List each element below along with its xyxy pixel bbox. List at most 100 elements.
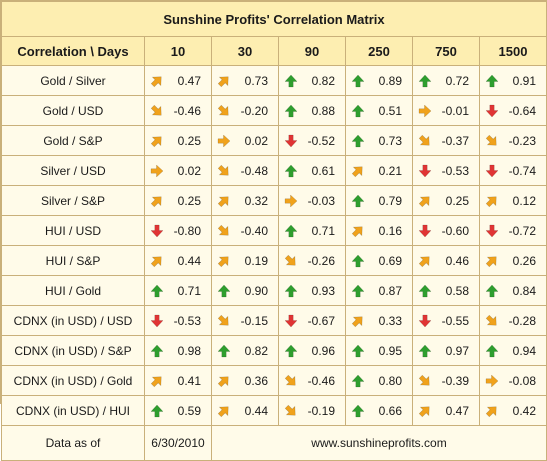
arrow-up-icon — [485, 284, 499, 297]
table-row: HUI / Gold 0.71 0.90 0.93 0.87 0.58 0.84 — [1, 275, 547, 306]
arrow-down-right-icon — [217, 104, 229, 116]
correlation-value: 0.25 — [177, 193, 201, 208]
arrow-up-icon — [351, 104, 365, 117]
arrow-up-icon — [418, 344, 432, 357]
correlation-value: 0.12 — [512, 193, 536, 208]
correlation-cell: 0.58 — [412, 275, 480, 306]
arrow-down-icon — [485, 104, 499, 117]
correlation-cell: -0.15 — [211, 305, 279, 336]
period-header-10: 10 — [144, 36, 212, 66]
correlation-value: 0.88 — [311, 103, 335, 118]
correlation-value: 0.84 — [512, 283, 536, 298]
correlation-cell: 0.21 — [345, 155, 413, 186]
correlation-cell: 0.66 — [345, 395, 413, 426]
arrow-up-right-icon — [217, 405, 229, 417]
correlation-value: -0.64 — [508, 103, 536, 118]
correlation-cell: 0.36 — [211, 365, 279, 396]
arrow-up-icon — [217, 344, 231, 357]
correlation-cell: 0.73 — [345, 125, 413, 156]
arrow-down-right-icon — [418, 134, 430, 146]
period-header-250: 250 — [345, 36, 413, 66]
correlation-cell: -0.26 — [278, 245, 346, 276]
correlation-value: 0.44 — [244, 403, 268, 418]
website-link[interactable]: www.sunshineprofits.com — [211, 425, 547, 461]
correlation-cell: -0.03 — [278, 185, 346, 216]
correlation-cell: 0.93 — [278, 275, 346, 306]
correlation-value: -0.15 — [240, 313, 268, 328]
correlation-value: 0.94 — [512, 343, 536, 358]
arrow-down-icon — [150, 224, 164, 237]
correlation-cell: 0.26 — [479, 245, 547, 276]
correlation-cell: -0.80 — [144, 215, 212, 246]
correlation-cell: -0.20 — [211, 95, 279, 126]
correlation-cell: -0.60 — [412, 215, 480, 246]
arrow-right-icon — [418, 103, 432, 118]
arrow-up-right-icon — [150, 375, 162, 387]
correlation-value: -0.08 — [508, 373, 536, 388]
table-row: Gold / USD -0.46 -0.20 0.88 0.51 -0.01 -0.64 — [1, 95, 547, 126]
arrow-up-right-icon — [150, 195, 162, 207]
correlation-cell: -0.23 — [479, 125, 547, 156]
arrow-up-icon — [150, 344, 164, 357]
correlation-cell: 0.89 — [345, 65, 413, 96]
correlation-cell: 0.02 — [144, 155, 212, 186]
row-label: Silver / USD — [1, 155, 145, 186]
row-label: CDNX (in USD) / S&P — [1, 335, 145, 366]
correlation-cell: 0.19 — [211, 245, 279, 276]
arrow-up-right-icon — [418, 195, 430, 207]
correlation-value: 0.58 — [445, 283, 469, 298]
correlation-cell: -0.53 — [412, 155, 480, 186]
correlation-cell: -0.53 — [144, 305, 212, 336]
arrow-down-icon — [418, 164, 432, 177]
arrow-up-icon — [351, 194, 365, 207]
correlation-value: 0.97 — [445, 343, 469, 358]
correlation-cell: 0.32 — [211, 185, 279, 216]
arrow-up-icon — [284, 74, 298, 87]
table-row: CDNX (in USD) / USD -0.53 -0.15 -0.67 0.33 -0… — [1, 305, 547, 336]
arrow-up-right-icon — [217, 75, 229, 87]
arrow-down-right-icon — [284, 404, 296, 416]
correlation-cell: -0.72 — [479, 215, 547, 246]
correlation-cell: 0.51 — [345, 95, 413, 126]
correlation-value: -0.46 — [307, 373, 335, 388]
correlation-value: -0.03 — [307, 193, 335, 208]
correlation-value: 0.25 — [445, 193, 469, 208]
table-row: HUI / S&P 0.44 0.19 -0.26 0.69 0.46 0.26 — [1, 245, 547, 276]
correlation-cell: 0.44 — [211, 395, 279, 426]
correlation-value: -0.23 — [508, 133, 536, 148]
arrow-up-icon — [284, 284, 298, 297]
arrow-down-right-icon — [150, 104, 162, 116]
arrow-up-icon — [418, 284, 432, 297]
correlation-cell: 0.95 — [345, 335, 413, 366]
arrow-down-icon — [485, 224, 499, 237]
correlation-value: 0.47 — [177, 73, 201, 88]
correlation-cell: -0.37 — [412, 125, 480, 156]
correlation-value: 0.95 — [378, 343, 402, 358]
correlation-cell: 0.98 — [144, 335, 212, 366]
correlation-cell: 0.25 — [144, 185, 212, 216]
correlation-value: -0.01 — [441, 103, 469, 118]
correlation-value: 0.89 — [378, 73, 402, 88]
arrow-up-icon — [284, 104, 298, 117]
correlation-value: 0.66 — [378, 403, 402, 418]
row-label: CDNX (in USD) / USD — [1, 305, 145, 336]
arrow-down-right-icon — [217, 224, 229, 236]
correlation-cell: 0.82 — [278, 65, 346, 96]
correlation-value: 0.46 — [445, 253, 469, 268]
arrow-right-icon — [284, 193, 298, 208]
table-row: Silver / S&P 0.25 0.32 -0.03 0.79 0.25 0.12 — [1, 185, 547, 216]
corner-header: Correlation \ Days — [1, 36, 145, 66]
arrow-up-right-icon — [150, 135, 162, 147]
data-date: 6/30/2010 — [144, 425, 212, 461]
correlation-value: 0.93 — [311, 283, 335, 298]
arrow-up-icon — [284, 344, 298, 357]
arrow-up-right-icon — [418, 255, 430, 267]
arrow-down-icon — [418, 224, 432, 237]
row-label: Gold / Silver — [1, 65, 145, 96]
correlation-cell: 0.02 — [211, 125, 279, 156]
correlation-value: 0.96 — [311, 343, 335, 358]
correlation-value: 0.98 — [177, 343, 201, 358]
correlation-value: 0.16 — [378, 223, 402, 238]
arrow-down-icon — [284, 314, 298, 327]
correlation-cell: -0.39 — [412, 365, 480, 396]
